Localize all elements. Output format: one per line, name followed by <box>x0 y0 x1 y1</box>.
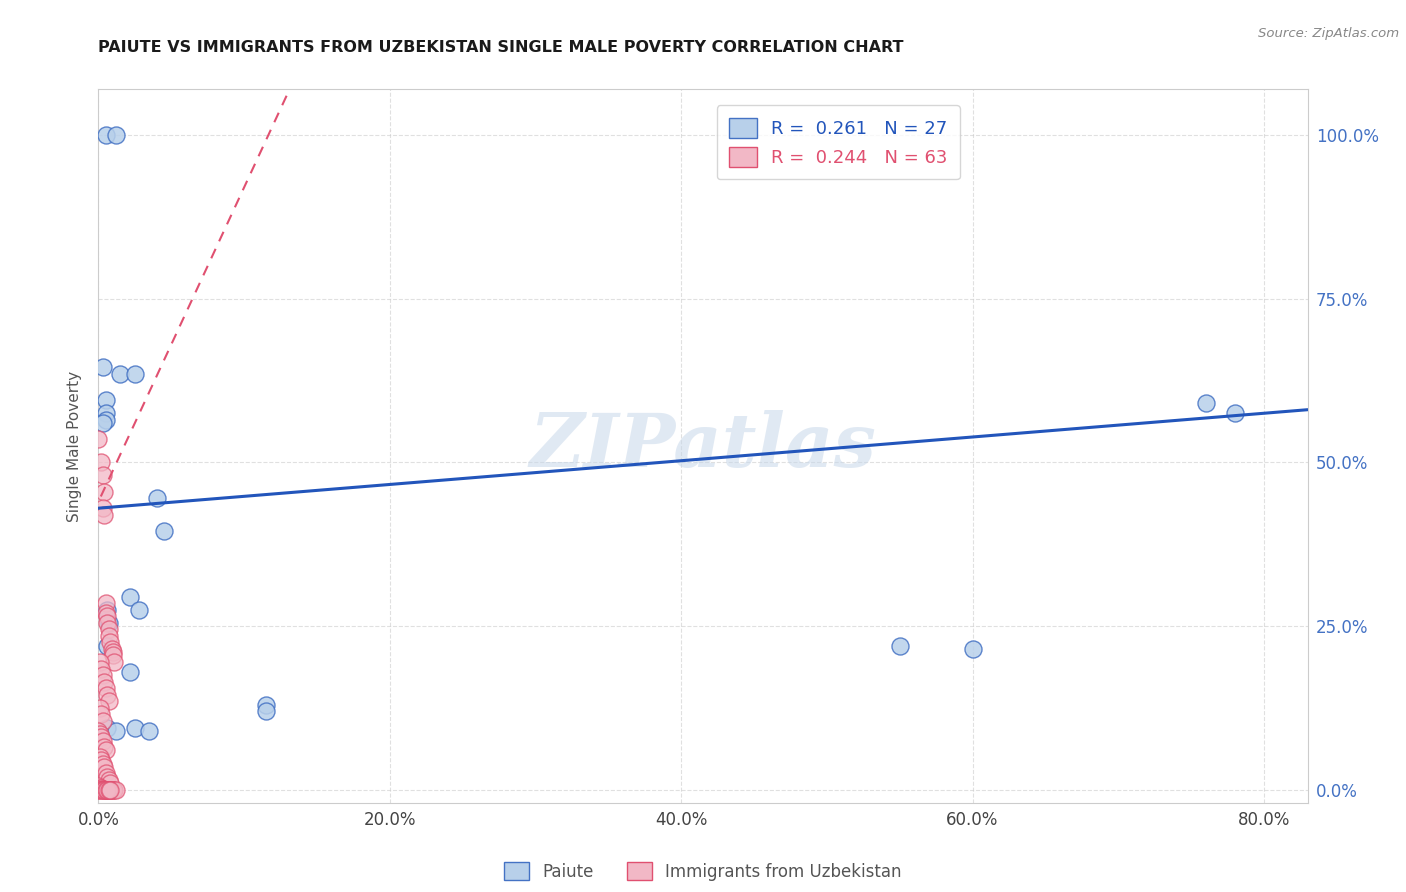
Point <box>153 524 176 538</box>
Point <box>90 782 112 797</box>
Point <box>89 655 111 669</box>
Y-axis label: Single Male Poverty: Single Male Poverty <box>67 370 83 522</box>
Point <box>103 782 125 797</box>
Point <box>96 782 118 797</box>
Point <box>889 639 911 653</box>
Point <box>100 642 122 657</box>
Point <box>98 782 121 797</box>
Point <box>94 393 117 408</box>
Point <box>101 645 124 659</box>
Point <box>94 743 117 757</box>
Point <box>94 596 117 610</box>
Point <box>104 782 127 797</box>
Point <box>145 491 167 506</box>
Point <box>97 629 120 643</box>
Point <box>94 406 117 420</box>
Point <box>91 416 114 430</box>
Point <box>96 609 118 624</box>
Point <box>124 367 146 381</box>
Point <box>90 662 112 676</box>
Point <box>124 721 146 735</box>
Point <box>93 484 115 499</box>
Point <box>94 128 117 142</box>
Point <box>104 128 127 142</box>
Point <box>94 782 117 797</box>
Point <box>91 714 114 728</box>
Point <box>91 782 114 797</box>
Point <box>94 606 117 620</box>
Point <box>97 782 120 797</box>
Point <box>96 688 118 702</box>
Point <box>94 766 117 780</box>
Point <box>96 782 118 797</box>
Point <box>94 782 117 797</box>
Point <box>120 590 142 604</box>
Point <box>94 413 117 427</box>
Point <box>91 733 114 747</box>
Point <box>87 433 110 447</box>
Point <box>138 723 160 738</box>
Point <box>98 782 121 797</box>
Point <box>101 648 124 663</box>
Point <box>87 780 110 794</box>
Point <box>90 753 112 767</box>
Point <box>97 782 120 797</box>
Point <box>91 501 114 516</box>
Point <box>97 623 120 637</box>
Point <box>93 782 115 797</box>
Point <box>1223 406 1246 420</box>
Text: Source: ZipAtlas.com: Source: ZipAtlas.com <box>1258 27 1399 40</box>
Point <box>91 782 114 797</box>
Point <box>103 655 125 669</box>
Point <box>1194 396 1216 410</box>
Point <box>89 750 111 764</box>
Point <box>89 782 111 797</box>
Point <box>96 721 118 735</box>
Point <box>98 635 121 649</box>
Point <box>87 782 110 797</box>
Point <box>93 760 115 774</box>
Point <box>962 642 984 657</box>
Point <box>91 668 114 682</box>
Point <box>97 772 120 787</box>
Point <box>96 770 118 784</box>
Point <box>91 756 114 771</box>
Point <box>90 455 112 469</box>
Point <box>97 694 120 708</box>
Point <box>93 740 115 755</box>
Point <box>93 508 115 522</box>
Point <box>94 681 117 696</box>
Point <box>104 723 127 738</box>
Point <box>90 731 112 745</box>
Point <box>87 723 110 738</box>
Point <box>93 782 115 797</box>
Point <box>120 665 142 679</box>
Text: PAIUTE VS IMMIGRANTS FROM UZBEKISTAN SINGLE MALE POVERTY CORRELATION CHART: PAIUTE VS IMMIGRANTS FROM UZBEKISTAN SIN… <box>98 40 904 55</box>
Point <box>89 780 111 795</box>
Point <box>91 360 114 375</box>
Point <box>101 782 124 797</box>
Point <box>91 468 114 483</box>
Point <box>89 727 111 741</box>
Point <box>110 367 132 381</box>
Point <box>98 776 121 790</box>
Point <box>90 781 112 796</box>
Point <box>100 782 122 797</box>
Point <box>96 639 118 653</box>
Point <box>90 707 112 722</box>
Point <box>89 701 111 715</box>
Point <box>93 674 115 689</box>
Point <box>254 704 277 718</box>
Point <box>254 698 277 712</box>
Point <box>96 602 118 616</box>
Text: ZIPatlas: ZIPatlas <box>530 409 876 483</box>
Point <box>128 602 150 616</box>
Point <box>96 615 118 630</box>
Point <box>97 615 120 630</box>
Legend: Paiute, Immigrants from Uzbekistan: Paiute, Immigrants from Uzbekistan <box>498 855 908 888</box>
